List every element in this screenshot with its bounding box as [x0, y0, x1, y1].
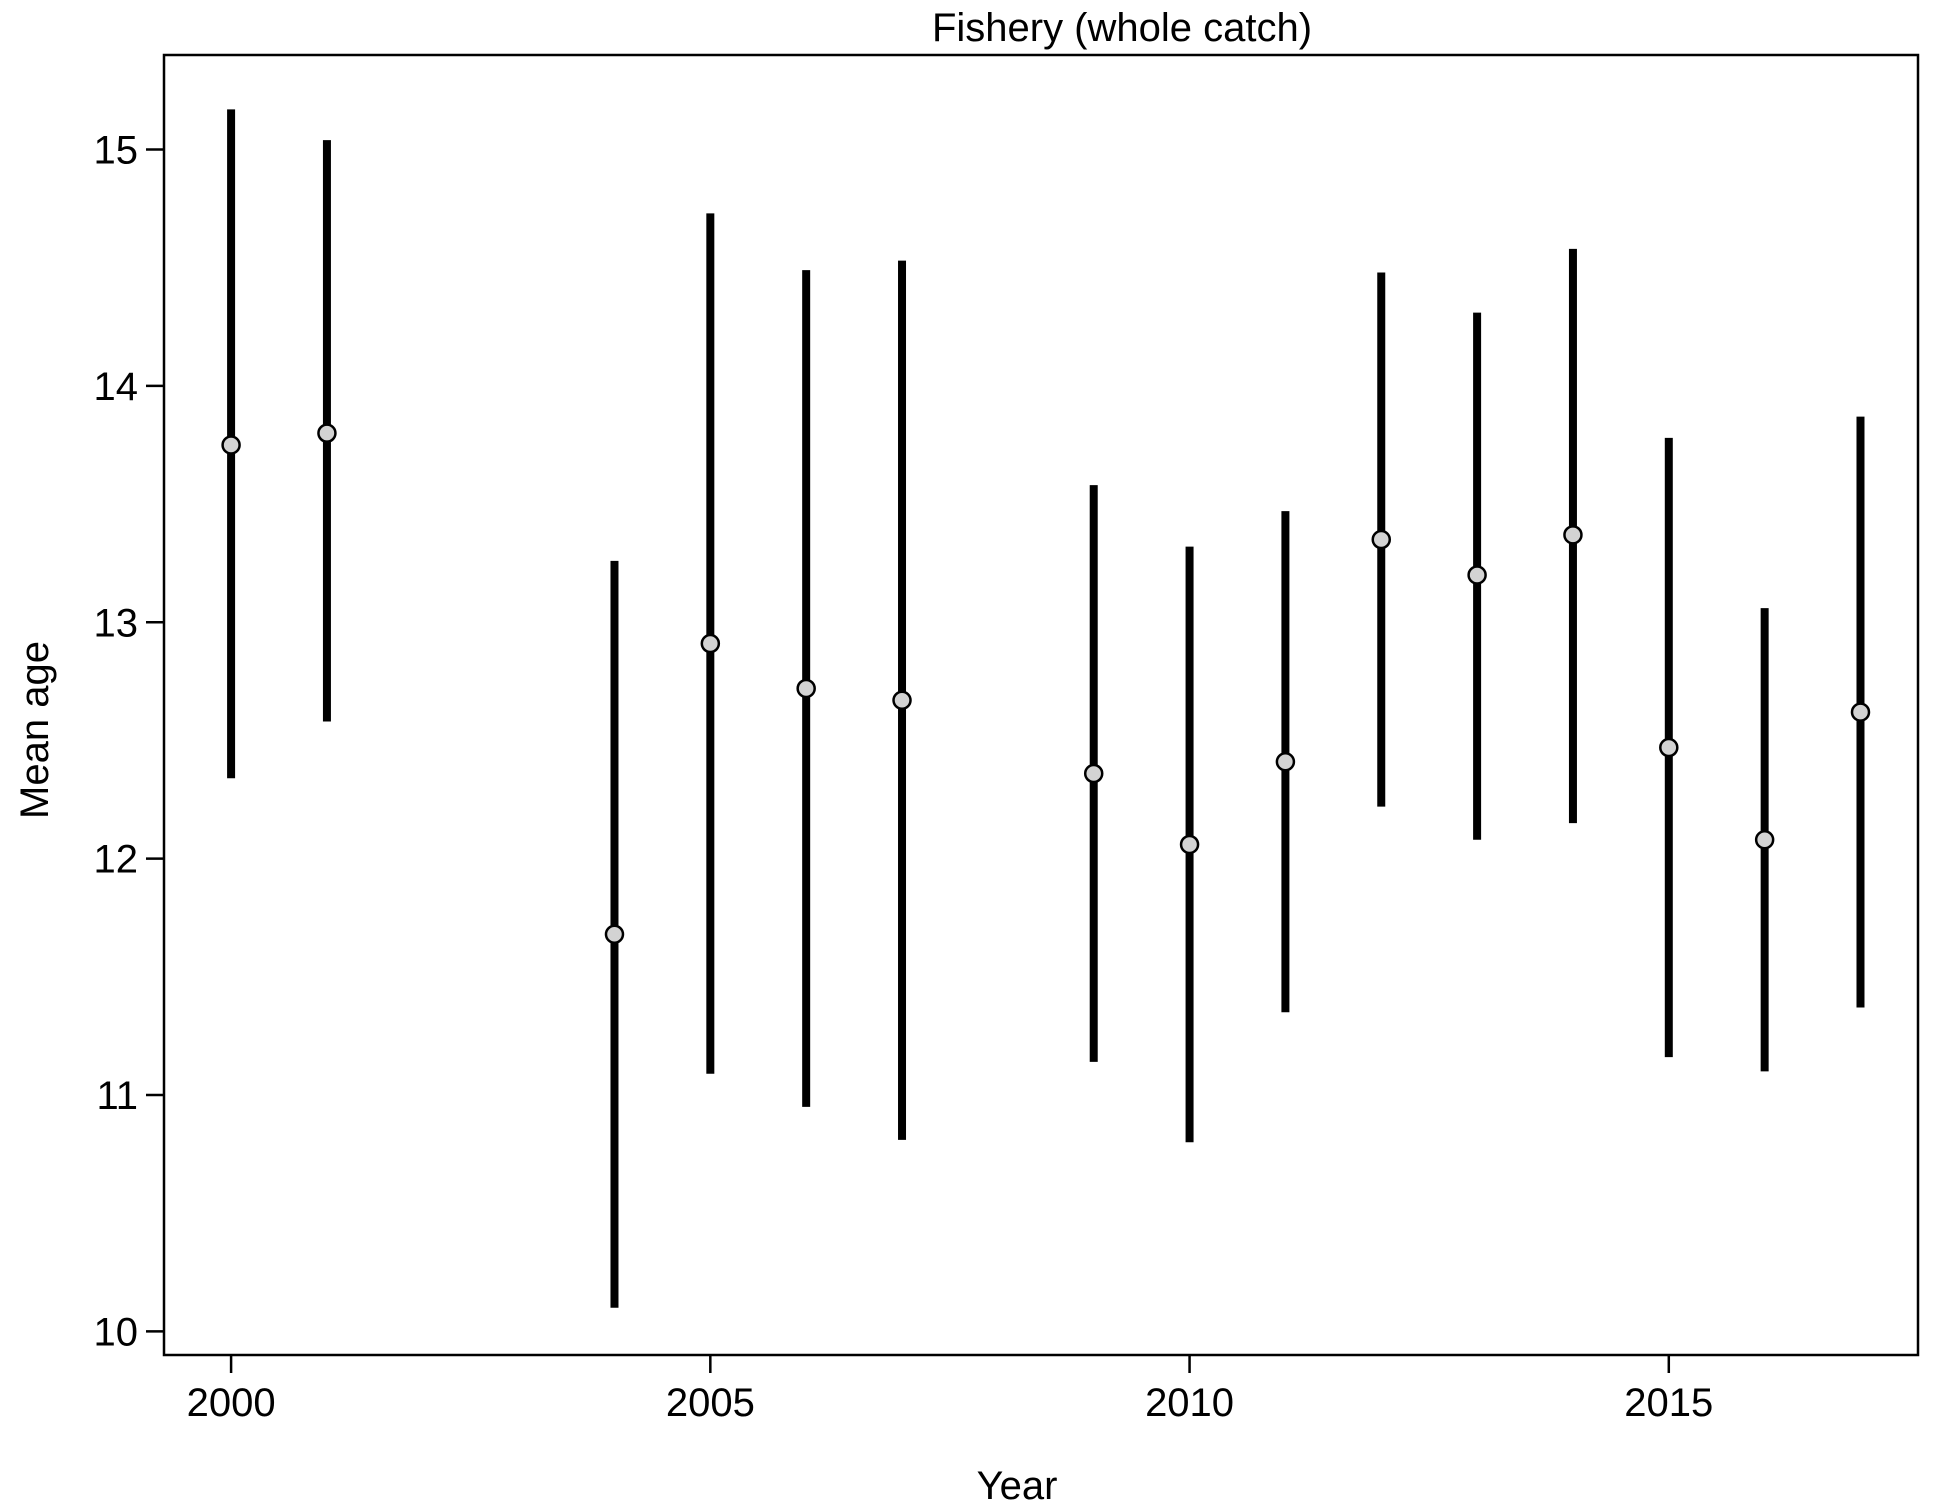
y-tick-label: 12	[94, 838, 139, 882]
y-tick-label: 15	[94, 129, 139, 173]
data-point	[1083, 763, 1104, 784]
data-point	[892, 690, 912, 711]
data-point	[1275, 751, 1296, 772]
data-point	[1754, 829, 1775, 850]
data-point	[1467, 565, 1487, 585]
data-point	[317, 423, 337, 443]
data-point	[1371, 529, 1392, 550]
x-tick-label: 2005	[666, 1381, 755, 1425]
x-tick-label: 2000	[187, 1381, 276, 1425]
data-point	[1659, 737, 1679, 758]
y-tick-label: 11	[96, 1074, 138, 1118]
data-point	[796, 678, 816, 699]
data-point	[700, 633, 721, 654]
y-axis-label: Mean age	[13, 641, 57, 819]
data-point	[1179, 834, 1200, 855]
y-tick-label: 14	[94, 365, 139, 409]
data-point	[1850, 702, 1871, 722]
y-axis: 10 11 12 13 14 15	[94, 129, 164, 1354]
error-bars	[227, 109, 1865, 1308]
data-point	[221, 435, 241, 455]
plot-frame	[162, 53, 1920, 1357]
x-tick-label: 2015	[1624, 1381, 1713, 1425]
x-axis-label: Year	[977, 1464, 1058, 1500]
data-points	[221, 423, 1871, 945]
x-axis: 2000 2005 2010 2015	[187, 1355, 1713, 1425]
data-point	[604, 924, 625, 945]
y-tick-label: 13	[94, 601, 139, 645]
data-point	[1563, 525, 1583, 545]
y-tick-label: 10	[94, 1310, 139, 1354]
chart-title: Fishery (whole catch)	[932, 6, 1312, 50]
x-tick-label: 2010	[1145, 1381, 1234, 1425]
